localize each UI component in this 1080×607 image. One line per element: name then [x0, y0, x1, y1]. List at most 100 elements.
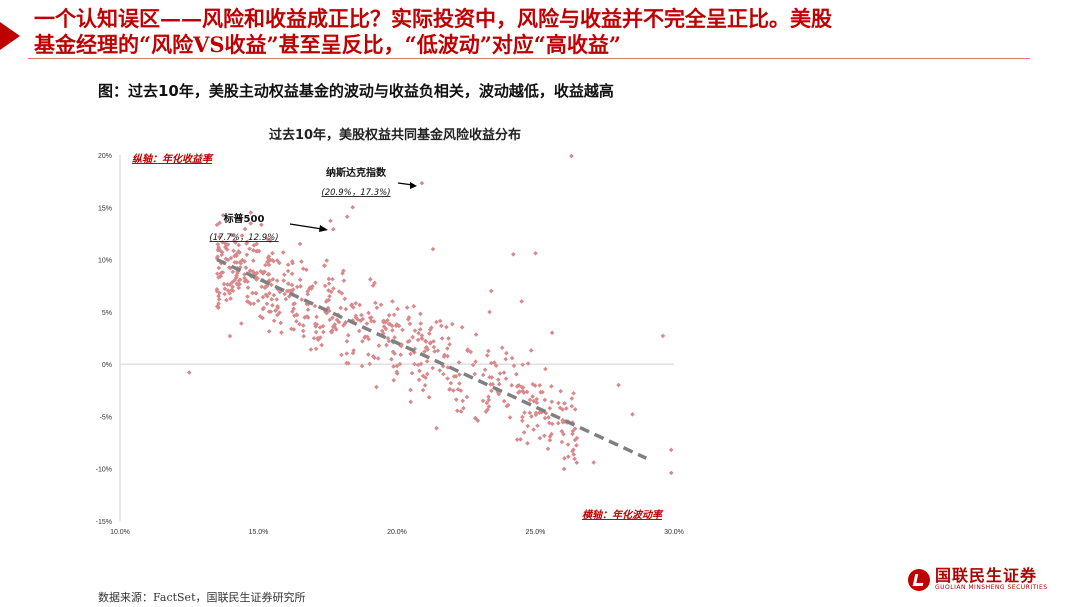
data-point	[527, 410, 533, 416]
data-point	[331, 286, 336, 291]
data-point	[457, 381, 462, 386]
data-point	[484, 353, 490, 358]
data-point	[445, 376, 450, 381]
y-tick-label: -15%	[96, 519, 112, 526]
data-point	[235, 268, 240, 274]
data-point	[242, 226, 248, 232]
data-point	[468, 349, 474, 355]
data-point	[250, 269, 256, 274]
data-point	[294, 319, 299, 324]
data-point	[274, 278, 280, 284]
data-point	[256, 248, 262, 254]
data-point	[423, 339, 429, 344]
data-point	[542, 433, 547, 439]
data-point	[216, 293, 221, 299]
data-point	[441, 371, 446, 377]
data-point	[260, 315, 265, 321]
data-point	[226, 265, 232, 270]
data-point	[286, 288, 292, 294]
data-point	[473, 416, 479, 421]
data-point	[277, 310, 282, 315]
data-point	[219, 249, 225, 255]
data-point	[385, 318, 390, 323]
data-point	[459, 325, 465, 330]
data-point	[409, 370, 415, 376]
data-point	[391, 312, 397, 318]
data-point	[282, 272, 287, 278]
data-point	[237, 277, 243, 282]
data-point	[555, 420, 561, 426]
data-point	[326, 308, 332, 314]
data-point	[245, 294, 250, 299]
data-point	[519, 299, 524, 304]
data-point	[501, 398, 507, 404]
data-point	[277, 260, 282, 266]
data-point	[423, 375, 428, 380]
data-point	[243, 277, 249, 283]
data-point	[394, 363, 400, 369]
data-point	[490, 381, 496, 387]
data-point	[317, 335, 323, 340]
data-point	[215, 271, 220, 276]
data-point	[234, 273, 239, 278]
annotation-sp500-arrowhead	[319, 225, 328, 232]
data-point	[503, 376, 509, 381]
data-point	[389, 323, 395, 329]
data-point	[520, 362, 525, 367]
data-point	[511, 252, 516, 257]
data-point	[458, 409, 464, 414]
data-point	[559, 429, 565, 434]
data-point	[487, 374, 492, 380]
data-point	[216, 305, 221, 310]
data-point	[275, 312, 280, 318]
data-point	[392, 351, 397, 356]
data-point	[313, 324, 318, 329]
data-point	[251, 247, 256, 253]
data-point	[542, 415, 548, 421]
data-point	[562, 456, 567, 461]
data-point	[338, 305, 343, 311]
data-point	[514, 437, 520, 442]
data-point	[350, 305, 356, 310]
data-point	[291, 306, 297, 312]
data-point	[273, 308, 278, 313]
data-point	[217, 220, 223, 226]
data-point	[486, 394, 491, 400]
data-point	[259, 222, 264, 228]
data-point	[419, 336, 425, 341]
data-point	[489, 388, 494, 394]
data-point	[321, 329, 326, 335]
data-point	[535, 423, 540, 429]
data-point	[480, 372, 486, 378]
data-point	[279, 330, 284, 335]
data-point	[668, 447, 674, 453]
data-point	[340, 271, 345, 276]
data-point	[248, 210, 254, 215]
data-point	[571, 447, 576, 453]
data-point	[405, 317, 411, 322]
data-point	[282, 291, 287, 297]
data-point	[304, 301, 309, 307]
data-point	[457, 372, 462, 377]
data-point	[283, 296, 289, 302]
data-point	[286, 294, 292, 299]
data-point	[236, 242, 242, 248]
data-point	[253, 291, 259, 296]
data-point	[432, 349, 437, 354]
data-point	[537, 382, 543, 388]
data-point	[530, 381, 536, 387]
data-point	[419, 333, 425, 338]
data-point	[408, 399, 413, 405]
data-point	[324, 258, 330, 263]
data-point	[549, 384, 554, 389]
data-point	[251, 301, 257, 306]
data-point	[391, 364, 396, 369]
data-point	[238, 261, 244, 266]
data-point	[534, 396, 539, 402]
data-point	[514, 371, 519, 377]
data-point	[574, 460, 580, 465]
data-point	[334, 317, 340, 323]
data-point	[546, 415, 551, 420]
data-point	[217, 234, 222, 240]
data-point	[267, 290, 272, 296]
